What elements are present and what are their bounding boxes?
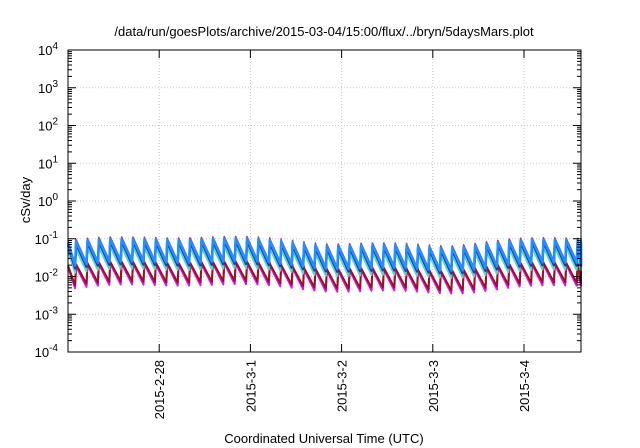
x-tick-label: 2015-3-3 [426, 360, 441, 412]
x-tick-label: 2015-3-4 [517, 360, 532, 412]
y-tick-label: 103 [38, 79, 58, 96]
series-group [66, 235, 583, 295]
series-line [66, 237, 583, 272]
y-tick-label: 10-1 [35, 230, 59, 247]
y-axis-label: cSv/day [18, 176, 33, 223]
x-axis: 2015-2-28 2015-3-1 2015-3-2 2015-3-3 2015-3-… [152, 50, 532, 419]
x-tick-label: 2015-3-2 [335, 360, 350, 412]
y-tick-label: 100 [38, 192, 58, 209]
grid [68, 50, 581, 352]
y-axis: 10-4 10-3 10-2 10-1 100 101 102 103 104 [35, 41, 581, 360]
chart-title: /data/run/goesPlots/archive/2015-03-04/1… [114, 24, 534, 39]
x-axis-label: Coordinated Universal Time (UTC) [224, 431, 423, 446]
y-tick-label: 104 [38, 41, 58, 58]
y-tick-label: 10-2 [35, 268, 59, 285]
x-tick-label: 2015-2-28 [152, 360, 167, 419]
y-tick-label: 10-3 [35, 305, 59, 322]
y-tick-label: 101 [38, 154, 58, 171]
plot-area [67, 49, 582, 353]
x-tick-label: 2015-3-1 [243, 360, 258, 412]
y-tick-label: 10-4 [35, 343, 59, 360]
y-tick-label: 102 [38, 117, 58, 134]
